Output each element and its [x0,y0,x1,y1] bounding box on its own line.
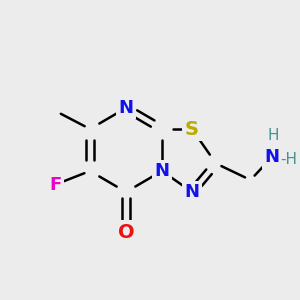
Text: N: N [184,183,200,201]
Text: N: N [154,162,169,180]
Text: O: O [118,223,134,242]
Text: N: N [118,99,134,117]
Text: H: H [268,128,279,143]
Text: N: N [264,148,279,166]
Text: -H: -H [280,152,297,167]
Text: F: F [50,176,61,194]
Text: S: S [185,119,199,139]
